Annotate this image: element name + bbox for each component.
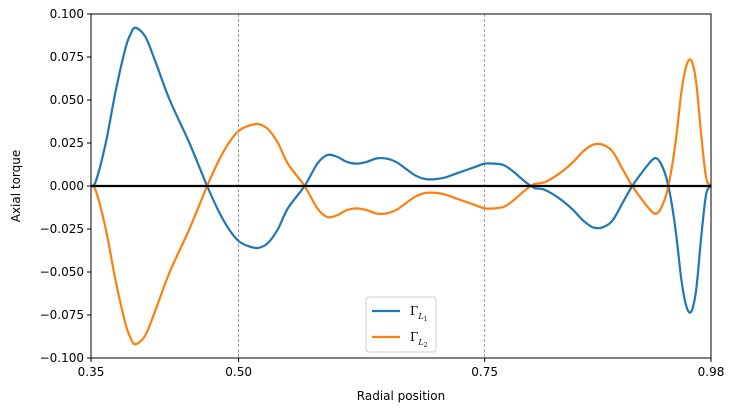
y-tick-label: 0.050 — [50, 93, 84, 107]
legend-label-1: ΓL1 — [410, 304, 427, 323]
x-tick-label: 0.50 — [225, 365, 252, 379]
legend-sub-index: 2 — [424, 342, 428, 349]
y-tick-label: 0.100 — [50, 7, 84, 21]
legend-gamma: Γ — [410, 330, 418, 344]
series-line-2 — [90, 58, 712, 346]
x-axis-label: Radial position — [357, 389, 445, 403]
y-tick-label: −0.025 — [40, 222, 84, 236]
axes: 0.35 0.50 0.75 0.98 0.100 0.075 0.050 0.025 0.00… — [9, 7, 724, 403]
legend-sub-letter: L — [417, 312, 423, 321]
y-tick-label: 0.075 — [50, 50, 84, 64]
x-tick-label: 0.98 — [698, 365, 725, 379]
plot-area — [90, 14, 712, 358]
y-tick-label: −0.050 — [40, 265, 84, 279]
legend-sub-letter: L — [417, 338, 423, 347]
y-axis-label: Axial torque — [9, 150, 23, 223]
y-tick-label: 0.000 — [50, 179, 84, 193]
legend-label-2: ΓL2 — [410, 330, 428, 349]
x-tick-label: 0.75 — [471, 365, 498, 379]
y-tick-label: −0.075 — [40, 308, 84, 322]
y-tick-label: −0.100 — [40, 351, 84, 365]
legend-sub-index: 1 — [424, 316, 428, 323]
legend-gamma: Γ — [410, 304, 418, 318]
x-tick-label: 0.35 — [78, 365, 105, 379]
series-line-1 — [90, 26, 712, 314]
y-tick-label: 0.025 — [50, 136, 84, 150]
